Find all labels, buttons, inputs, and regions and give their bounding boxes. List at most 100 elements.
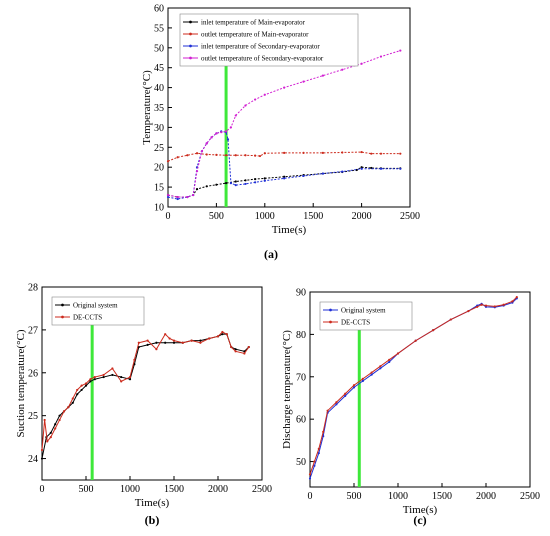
data-point xyxy=(234,114,237,117)
data-point xyxy=(493,305,496,308)
x-tick-label: 2000 xyxy=(208,484,228,495)
data-point xyxy=(120,375,123,379)
y-axis-label: Suction temperature(°C) xyxy=(15,329,27,437)
data-point xyxy=(133,358,136,362)
x-axis-label: Time(s) xyxy=(272,224,307,236)
data-point xyxy=(84,382,88,385)
data-point xyxy=(215,153,218,156)
marker-line xyxy=(224,66,228,207)
data-point xyxy=(221,330,224,334)
data-point xyxy=(414,339,417,342)
legend-label: outlet temperature of Main-evaporator xyxy=(201,31,309,39)
x-tick-label: 0 xyxy=(166,211,171,222)
data-point xyxy=(186,195,189,199)
data-point xyxy=(71,401,74,404)
legend-swatch-marker xyxy=(329,320,332,324)
legend-label: outlet temperature of Secondary-evaporat… xyxy=(201,55,324,63)
data-point xyxy=(172,341,176,344)
data-point xyxy=(234,154,237,157)
data-point xyxy=(172,339,176,342)
data-point xyxy=(120,380,123,383)
data-point xyxy=(254,154,257,157)
y-tick-label: 20 xyxy=(154,163,164,174)
x-tick-label: 1000 xyxy=(120,484,140,495)
data-point xyxy=(46,440,49,443)
data-point xyxy=(40,457,44,460)
data-point xyxy=(229,126,233,129)
data-point xyxy=(146,339,149,342)
data-point xyxy=(302,174,305,178)
data-point xyxy=(370,373,373,376)
data-point xyxy=(205,153,208,156)
data-point xyxy=(263,93,266,96)
data-point xyxy=(370,152,373,155)
y-tick-label: 27 xyxy=(28,325,38,336)
data-point xyxy=(360,62,363,65)
data-point xyxy=(317,451,320,455)
data-point xyxy=(396,352,400,355)
data-point xyxy=(200,150,203,153)
x-tick-label: 500 xyxy=(347,491,362,502)
legend-swatch-marker xyxy=(329,308,332,312)
data-point xyxy=(102,373,105,377)
y-tick-label: 25 xyxy=(154,143,164,154)
data-point xyxy=(344,392,347,395)
data-point xyxy=(164,333,167,336)
data-point xyxy=(360,150,363,154)
x-tick-label: 1000 xyxy=(255,211,275,222)
y-tick-label: 40 xyxy=(154,83,164,94)
chart-3: 0 500 1000 1500 2000 2500 50 60 70 80 90 Time(s) Dis… xyxy=(281,288,540,528)
data-point xyxy=(176,197,179,201)
y-tick-label: 80 xyxy=(296,330,306,341)
data-point xyxy=(283,177,286,180)
series-line-4 xyxy=(167,50,401,198)
data-point xyxy=(89,378,92,381)
data-point xyxy=(263,177,266,180)
x-tick-label: 2500 xyxy=(520,491,540,502)
data-point xyxy=(283,151,286,154)
y-tick-label: 70 xyxy=(296,372,306,383)
data-point xyxy=(321,74,324,77)
data-point xyxy=(247,345,250,349)
data-point xyxy=(352,384,356,387)
data-point xyxy=(308,477,312,480)
data-point xyxy=(199,339,202,342)
data-point xyxy=(283,86,286,89)
legend-swatch-marker xyxy=(189,32,192,36)
data-point xyxy=(254,178,257,181)
data-point xyxy=(308,473,312,476)
data-point xyxy=(313,460,316,463)
y-axis-label: Discharge temperature(°C) xyxy=(281,330,293,449)
y-axis-label: Temperature(°C) xyxy=(141,70,153,145)
x-tick-label: 1500 xyxy=(303,211,323,222)
legend-label: DE-CCTS xyxy=(341,319,370,327)
x-tick-label: 2500 xyxy=(252,484,272,495)
legend-swatch-marker xyxy=(189,20,192,24)
y-tick-label: 90 xyxy=(296,288,306,299)
data-point xyxy=(326,409,329,412)
y-tick-label: 35 xyxy=(154,103,164,114)
data-point xyxy=(155,348,158,351)
data-point xyxy=(322,430,325,433)
x-tick-label: 500 xyxy=(79,484,94,495)
data-point xyxy=(89,380,92,383)
data-point xyxy=(226,138,230,141)
data-point xyxy=(166,160,170,163)
data-point xyxy=(111,373,114,377)
x-tick-label: 0 xyxy=(308,491,313,502)
data-point xyxy=(234,184,237,187)
data-point xyxy=(128,378,132,381)
data-point xyxy=(234,348,237,351)
data-point xyxy=(229,182,233,185)
legend-swatch-marker xyxy=(61,303,64,307)
series-line-1 xyxy=(41,333,250,459)
data-point xyxy=(54,427,57,430)
data-point xyxy=(230,345,233,349)
data-point xyxy=(67,405,70,409)
data-point xyxy=(511,300,514,303)
data-point xyxy=(190,339,193,342)
data-point xyxy=(379,167,383,170)
legend-box xyxy=(179,13,359,67)
legend-label: inlet temperature of Secondary-evaporato… xyxy=(201,43,320,51)
